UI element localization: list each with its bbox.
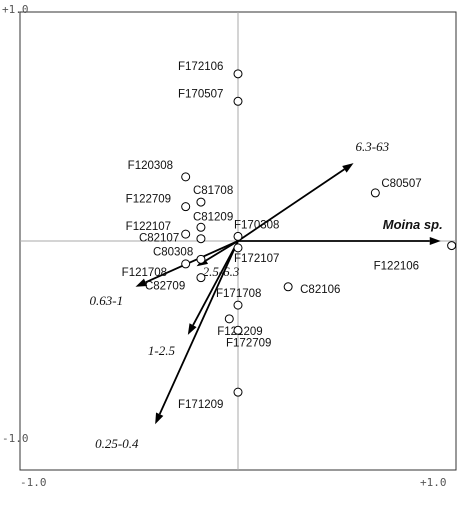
site-point <box>447 241 457 251</box>
site-label: F122106 <box>374 261 419 273</box>
site-label: C82106 <box>300 284 340 296</box>
x-max-tick-label: +1.0 <box>420 476 447 489</box>
site-label: F172107 <box>234 253 279 265</box>
site-label: F120308 <box>128 160 173 172</box>
site-label: F122709 <box>126 194 171 206</box>
site-point <box>233 231 243 241</box>
vector-label: 1-2.5 <box>148 343 176 358</box>
vector-line <box>145 240 239 284</box>
site-label: F172709 <box>226 337 271 349</box>
site-label: F121708 <box>122 267 167 279</box>
site-label: F172106 <box>178 61 223 73</box>
site-point <box>196 222 206 232</box>
vector-label: 6.3-63 <box>356 139 390 154</box>
site-label: F170507 <box>178 88 223 100</box>
site-point <box>233 69 243 79</box>
site-point <box>181 172 191 182</box>
site-point <box>233 243 243 253</box>
site-point <box>233 387 243 397</box>
site-label: F122107 <box>126 221 171 233</box>
vector-arrowhead <box>187 323 197 335</box>
site-point <box>196 197 206 207</box>
site-point <box>196 273 206 283</box>
site-label: C82107 <box>139 233 179 245</box>
vector-label: Moina sp. <box>383 217 443 232</box>
site-label: C81209 <box>193 211 233 223</box>
site-point <box>181 202 191 212</box>
site-label: F170308 <box>234 219 279 231</box>
site-label: C80308 <box>153 246 193 258</box>
site-point <box>233 300 243 310</box>
site-point <box>233 96 243 106</box>
vector-arrowhead <box>342 163 354 173</box>
site-point <box>224 314 234 324</box>
vector-line <box>237 168 345 242</box>
site-point <box>233 325 243 335</box>
site-point <box>196 234 206 244</box>
site-label: F171708 <box>216 288 261 300</box>
vector-label: 0.63-1 <box>90 293 124 308</box>
y-max-tick-label: +1.0 <box>2 3 29 16</box>
sites-layer: F172106 F170507 F120308 F122709 C81708 F12210… <box>122 61 457 411</box>
y-min-tick-label: -1.0 <box>2 432 29 445</box>
site-label: C81708 <box>193 185 233 197</box>
site-label: F171209 <box>178 399 223 411</box>
site-point <box>370 188 380 198</box>
site-label: C82709 <box>145 281 185 293</box>
vector-line <box>192 240 239 326</box>
site-point <box>181 259 191 269</box>
site-point <box>181 229 191 239</box>
site-point <box>196 254 206 264</box>
site-label: C80507 <box>381 178 421 190</box>
vector-arrowhead <box>155 412 164 425</box>
x-min-tick-label: -1.0 <box>20 476 47 489</box>
vector-arrowhead <box>429 237 441 245</box>
vector-line <box>158 240 239 415</box>
vector-arrowhead <box>135 278 148 287</box>
site-point <box>283 282 293 292</box>
vector-label: 0.25-0.4 <box>95 436 139 451</box>
